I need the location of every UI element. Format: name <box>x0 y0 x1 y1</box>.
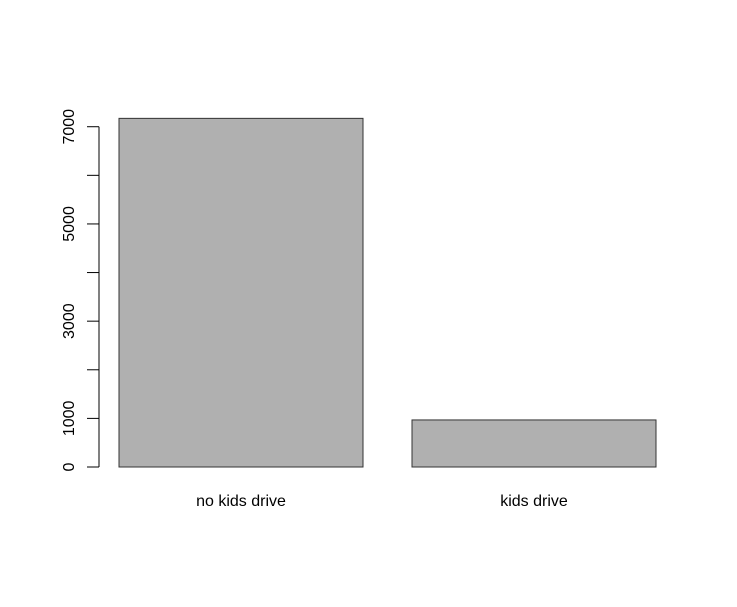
category-label: no kids drive <box>196 493 286 510</box>
y-tick-label: 7000 <box>61 109 78 145</box>
y-axis: 0 1000 3000 5000 7000 <box>61 109 100 471</box>
bar <box>118 117 364 468</box>
y-tick-label: 5000 <box>61 206 78 242</box>
category-label: kids drive <box>500 493 568 510</box>
category-labels: no kids drive kids drive <box>196 493 568 510</box>
y-tick-label: 0 <box>61 462 78 471</box>
y-tick-label: 3000 <box>61 303 78 339</box>
bars <box>118 117 657 468</box>
bar <box>411 419 657 468</box>
y-ticks: 0 1000 3000 5000 7000 <box>61 109 99 471</box>
y-tick-label: 1000 <box>61 400 78 436</box>
